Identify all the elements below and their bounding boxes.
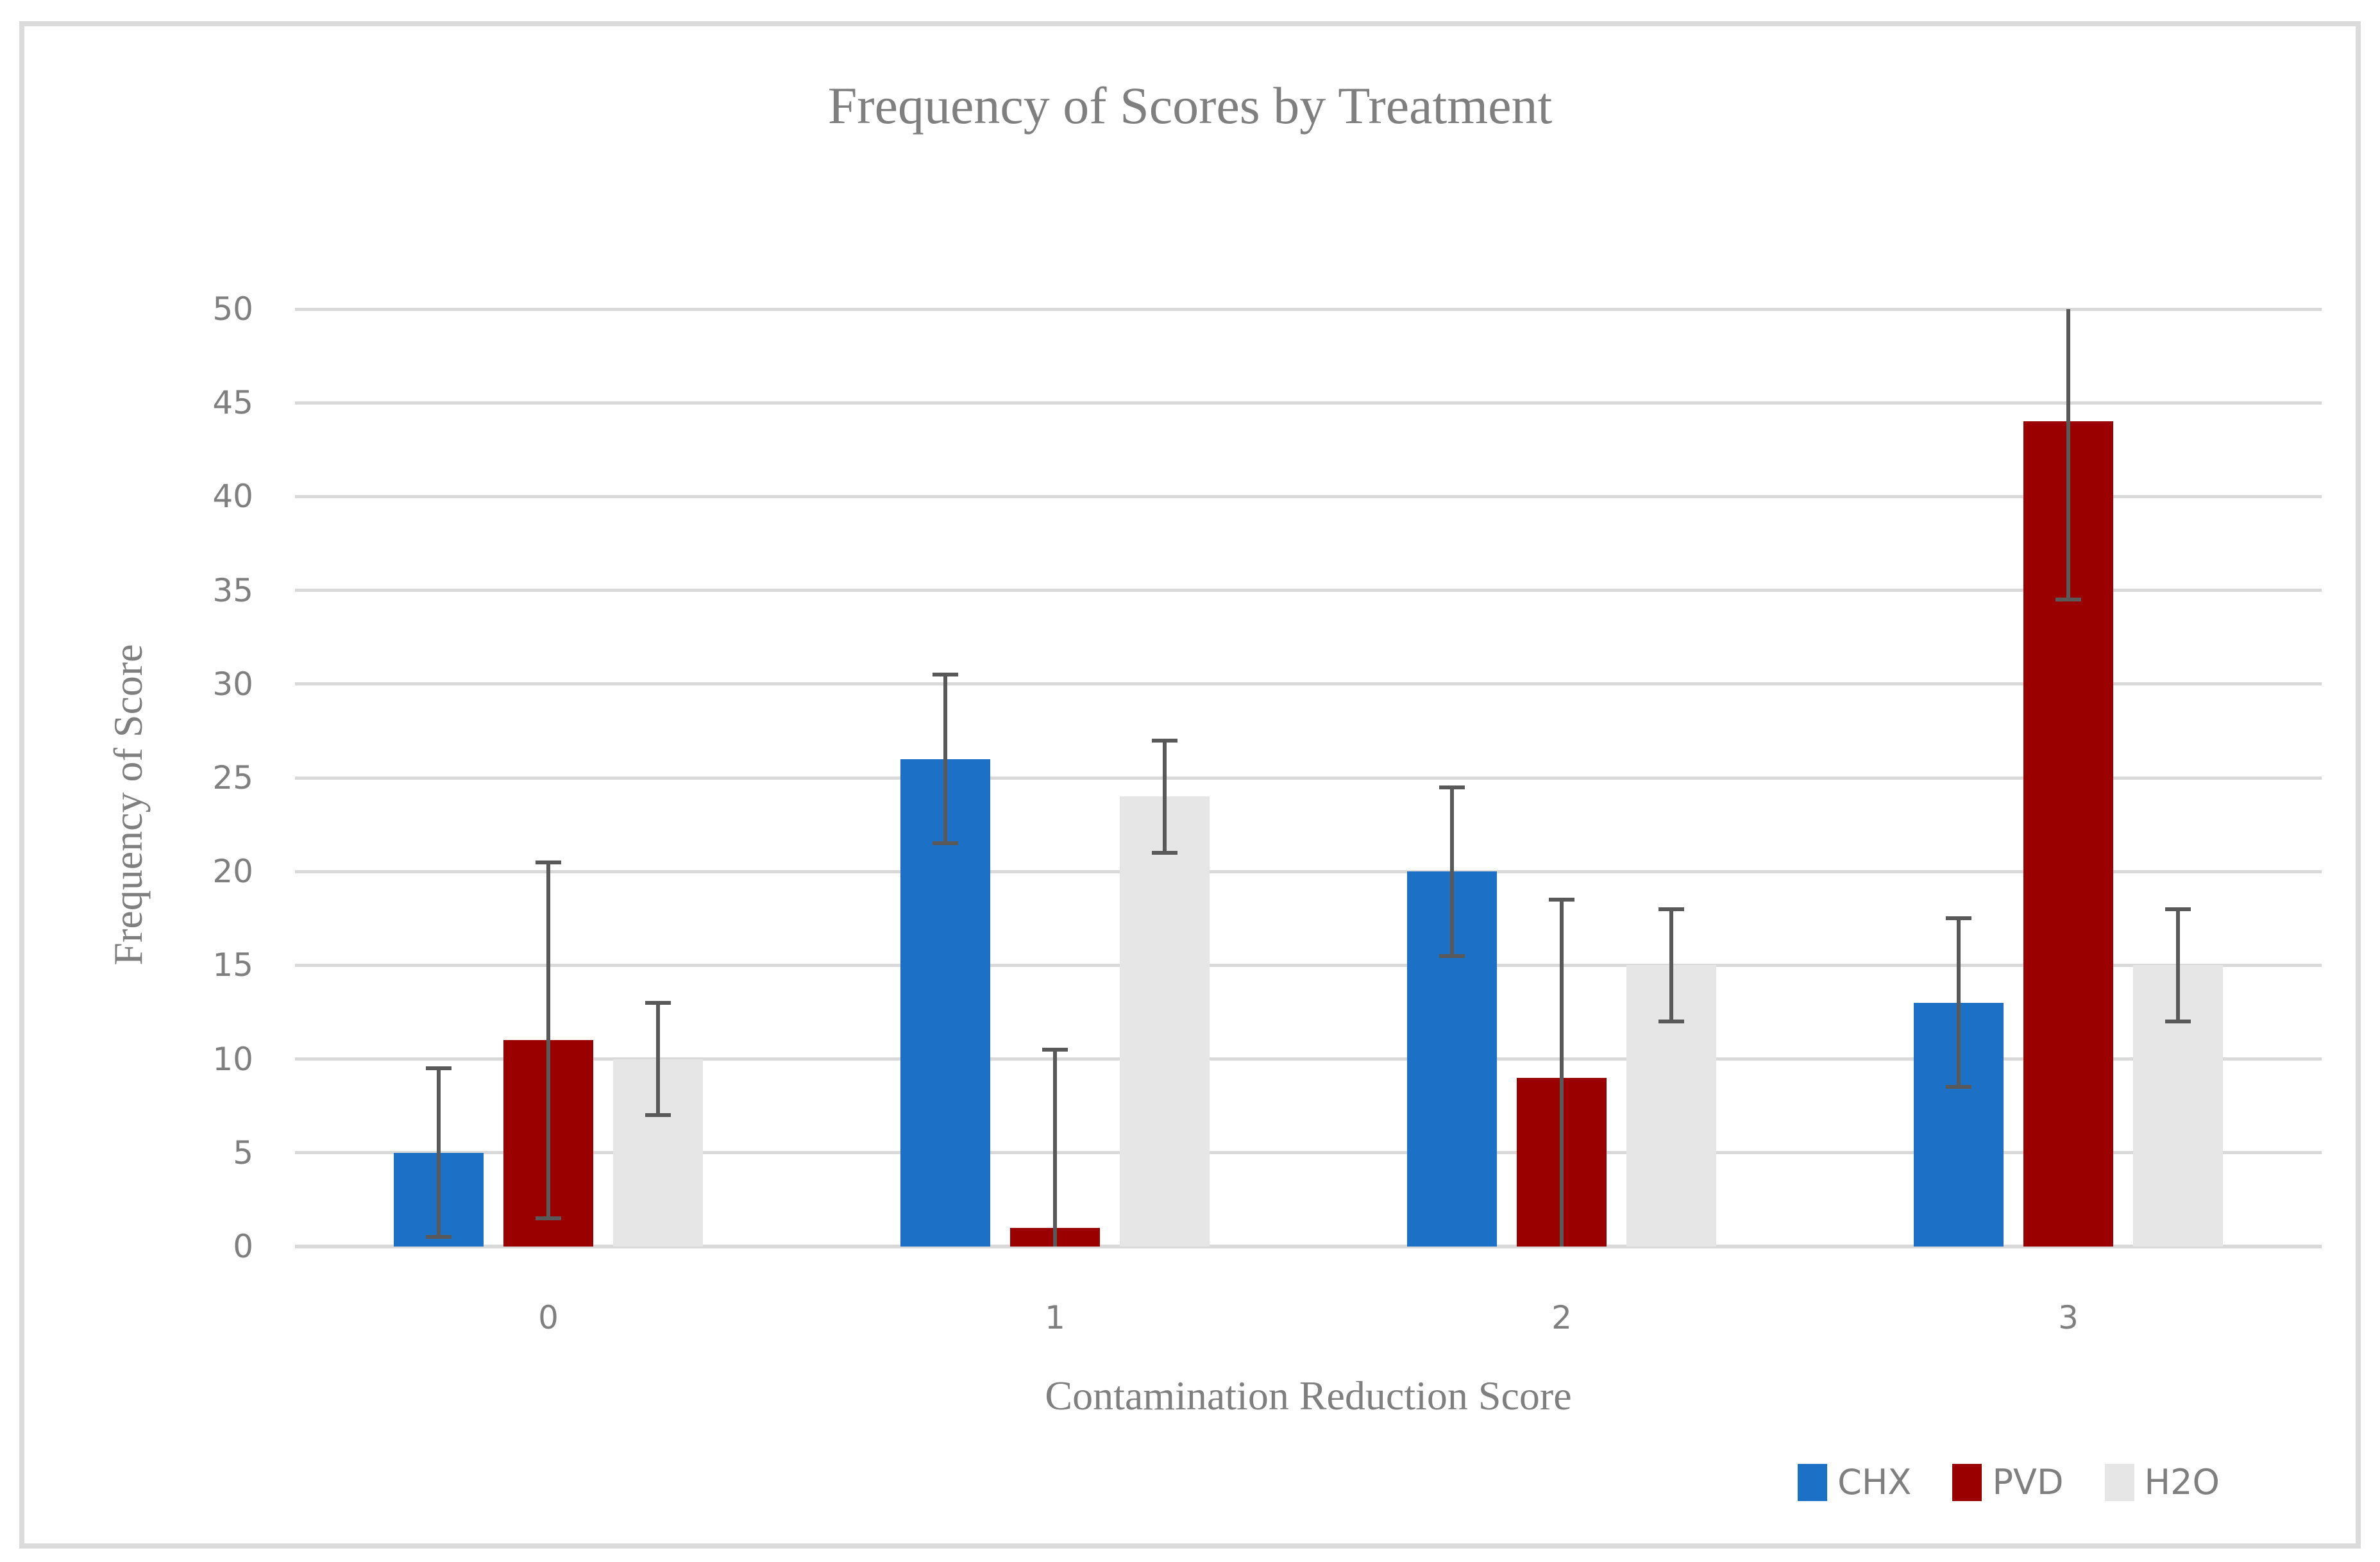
error-bar-cap-top-chx-2 (1439, 785, 1465, 789)
legend-item-chx: CHX (1798, 1464, 1911, 1501)
error-bar-cap-bottom-h2o-1 (1152, 850, 1177, 855)
y-tick-label-50: 50 (212, 290, 253, 328)
gridline-25 (295, 776, 2322, 780)
gridline-45 (295, 401, 2322, 405)
error-bar-line-chx-2 (1450, 787, 1454, 956)
error-bar-line-chx-1 (943, 675, 947, 844)
chart-title: Frequency of Scores by Treatment (827, 76, 1553, 135)
plot-area (295, 307, 2322, 1248)
error-bar-line-chx-0 (437, 1068, 441, 1238)
error-bar-cap-top-chx-1 (933, 673, 958, 677)
error-bar-cap-bottom-h2o-3 (2165, 1020, 2191, 1024)
error-bar-cap-bottom-pvd-0 (536, 1216, 561, 1221)
error-bar-cap-top-pvd-1 (1042, 1047, 1068, 1052)
category-group-2 (1308, 309, 1815, 1247)
error-bar-cap-top-chx-3 (1946, 916, 1971, 921)
bar-h2o-1 (1120, 796, 1210, 1247)
legend-label-pvd: PVD (1992, 1462, 2064, 1502)
x-tick-label-3: 3 (2058, 1299, 2079, 1336)
x-tick-label-2: 2 (1551, 1299, 1572, 1336)
gridline-50 (295, 307, 2322, 311)
error-bar-cap-top-pvd-0 (536, 860, 561, 864)
gridline-40 (295, 494, 2322, 498)
legend: CHX PVD H2O (1798, 1464, 2220, 1501)
y-tick-label-25: 25 (212, 759, 253, 796)
chart-border (19, 21, 2361, 1549)
legend-item-pvd: PVD (1952, 1462, 2064, 1502)
y-tick-label-35: 35 (212, 571, 253, 609)
error-bar-line-h2o-3 (2176, 909, 2180, 1022)
error-bar-cap-bottom-chx-0 (426, 1235, 452, 1239)
y-tick-label-30: 30 (212, 665, 253, 703)
error-bar-cap-bottom-chx-1 (933, 841, 958, 846)
gridline-35 (295, 589, 2322, 592)
y-tick-label-15: 15 (212, 946, 253, 984)
error-bar-line-h2o-0 (656, 1002, 660, 1116)
category-group-1 (802, 309, 1308, 1247)
legend-swatch-pvd (1952, 1464, 1982, 1501)
legend-swatch-chx (1798, 1464, 1828, 1501)
error-bar-cap-bottom-chx-3 (1946, 1085, 1971, 1089)
gridline-30 (295, 682, 2322, 686)
error-bar-cap-top-pvd-2 (1549, 898, 1574, 902)
gridline-20 (295, 869, 2322, 873)
error-bar-line-pvd-0 (546, 862, 550, 1219)
y-tick-label-0: 0 (233, 1228, 253, 1265)
error-bar-cap-bottom-h2o-2 (1658, 1020, 1684, 1024)
x-tick-label-1: 1 (1045, 1299, 1065, 1336)
error-bar-line-chx-3 (1957, 918, 1961, 1088)
legend-label-h2o: H2O (2144, 1462, 2220, 1502)
y-tick-label-45: 45 (212, 384, 253, 422)
y-tick-label-5: 5 (233, 1134, 253, 1172)
error-bar-cap-bottom-h2o-0 (645, 1113, 671, 1118)
legend-item-h2o: H2O (2104, 1462, 2220, 1502)
gridline-15 (295, 963, 2322, 967)
error-bar-line-h2o-1 (1163, 740, 1167, 853)
legend-swatch-h2o (2104, 1464, 2134, 1501)
error-bar-cap-top-h2o-0 (645, 1000, 671, 1005)
gridline-10 (295, 1057, 2322, 1061)
legend-label-chx: CHX (1837, 1462, 1912, 1502)
x-tick-label-0: 0 (538, 1299, 559, 1336)
error-bar-line-h2o-2 (1669, 909, 1673, 1022)
error-bar-cap-bottom-pvd-3 (2055, 598, 2081, 602)
error-bar-line-pvd-1 (1053, 1049, 1057, 1247)
error-bar-line-pvd-2 (1560, 900, 1564, 1247)
error-bar-cap-top-chx-0 (426, 1066, 452, 1071)
gridline-0 (295, 1245, 2322, 1248)
error-bar-cap-top-h2o-1 (1152, 738, 1177, 743)
category-group-0 (295, 309, 802, 1247)
error-bar-line-pvd-3 (2066, 309, 2070, 600)
error-bar-cap-top-h2o-3 (2165, 907, 2191, 911)
category-group-3 (1815, 309, 2322, 1247)
y-tick-label-10: 10 (212, 1040, 253, 1078)
x-axis-title: Contamination Reduction Score (1045, 1373, 1572, 1418)
gridline-5 (295, 1151, 2322, 1155)
error-bar-cap-bottom-chx-2 (1439, 953, 1465, 958)
error-bar-cap-top-h2o-2 (1658, 907, 1684, 911)
y-tick-label-20: 20 (212, 853, 253, 891)
y-tick-label-40: 40 (212, 478, 253, 516)
